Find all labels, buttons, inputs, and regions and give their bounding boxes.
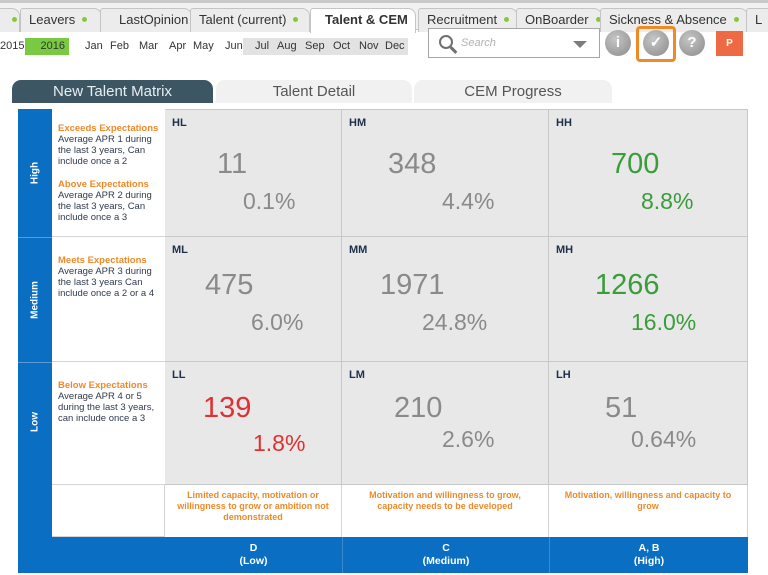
cell-hl[interactable]: HL 11 0.1%	[165, 109, 342, 237]
tab-cem-progress[interactable]: CEM Progress	[414, 80, 612, 103]
tab-new-talent-matrix[interactable]: New Talent Matrix	[12, 80, 213, 103]
column-caption-low: Limited capacity, motivation or willingn…	[165, 485, 342, 537]
status-dot-icon	[81, 16, 89, 23]
year-2015[interactable]: 2015	[0, 40, 25, 52]
cell-hh[interactable]: HH 700 8.8%	[549, 109, 748, 237]
search-placeholder: Search	[461, 37, 496, 49]
month-jun[interactable]: Jun	[225, 40, 243, 52]
cell-mh[interactable]: MH 1266 16.0%	[549, 237, 748, 362]
month-may[interactable]: May	[193, 40, 214, 52]
month-feb[interactable]: Feb	[110, 40, 129, 52]
month-oct[interactable]: Oct	[333, 40, 351, 52]
row-description-high: Exceeds Expectations Average APR 1 durin…	[52, 109, 165, 237]
cell-ll[interactable]: LL 139 1.8%	[165, 362, 342, 485]
status-dot-icon	[732, 16, 740, 23]
powerpoint-export-icon[interactable]: P	[716, 31, 743, 56]
cell-hm[interactable]: HM 348 4.4%	[342, 109, 549, 237]
month-aug[interactable]: Aug	[277, 40, 297, 52]
status-dot-icon	[292, 16, 300, 23]
column-caption-medium: Motivation and willingness to grow, capa…	[342, 485, 549, 537]
axis-label-low: Low	[18, 362, 52, 573]
cell-lh[interactable]: LH 51 0.64%	[549, 362, 748, 485]
axis-label-high: High	[18, 109, 52, 237]
month-mar[interactable]: Mar	[139, 40, 158, 52]
search-icon	[439, 35, 453, 49]
tab-talent-cem[interactable]: Talent & CEM	[310, 8, 416, 33]
month-dec[interactable]: Dec	[385, 40, 405, 52]
axis-label-medium: Medium	[18, 237, 52, 362]
status-dot-icon	[503, 16, 511, 23]
column-caption-high: Motivation, willingness and capacity to …	[549, 485, 748, 537]
check-icon[interactable]: ✓	[643, 30, 669, 56]
check-button-highlight	[636, 26, 676, 62]
help-icon[interactable]: ?	[679, 30, 705, 56]
axis-label-column-high: A, B (High)	[549, 537, 748, 573]
month-sep[interactable]: Sep	[305, 40, 325, 52]
tab-talent-detail[interactable]: Talent Detail	[216, 80, 412, 103]
selected-months-range	[243, 38, 408, 55]
month-jul[interactable]: Jul	[255, 40, 270, 52]
row-description-low: Below Expectations Average APR 4 or 5 du…	[52, 362, 165, 485]
tab-lastopinion[interactable]: LastOpinion	[100, 8, 192, 32]
tab-next-partial[interactable]: L	[746, 8, 768, 32]
row-description-medium: Meets Expectations Average APR 3 during …	[52, 237, 165, 362]
month-jan[interactable]: Jan	[85, 40, 103, 52]
cell-mm[interactable]: MM 1971 24.8%	[342, 237, 549, 362]
status-dot-icon	[11, 16, 18, 23]
tab-talent-current[interactable]: Talent (current)	[190, 8, 310, 32]
axis-label-column-low: D (Low)	[165, 537, 342, 573]
year-2016-selected[interactable]: 2016	[25, 38, 69, 55]
month-nov[interactable]: Nov	[359, 40, 379, 52]
tab-leavers[interactable]: Leavers	[20, 8, 102, 32]
sheet-tab-previous[interactable]	[0, 8, 20, 32]
month-apr[interactable]: Apr	[169, 40, 187, 52]
tab-sickness-absence[interactable]: Sickness & Absence	[600, 8, 748, 32]
cell-lm[interactable]: LM 210 2.6%	[342, 362, 549, 485]
chevron-down-icon[interactable]	[573, 41, 587, 48]
sheet-tab-bar: Leavers LastOpinion Talent (current) Tal…	[0, 0, 768, 33]
caption-spacer	[52, 485, 165, 537]
info-icon[interactable]: i	[605, 30, 631, 56]
talent-matrix: High Medium Low Exceeds Expectations Ave…	[18, 103, 748, 573]
axis-corner	[52, 537, 165, 573]
axis-label-column-medium: C (Medium)	[342, 537, 549, 573]
search-input[interactable]: Search	[428, 28, 600, 58]
cell-ml[interactable]: ML 475 6.0%	[165, 237, 342, 362]
